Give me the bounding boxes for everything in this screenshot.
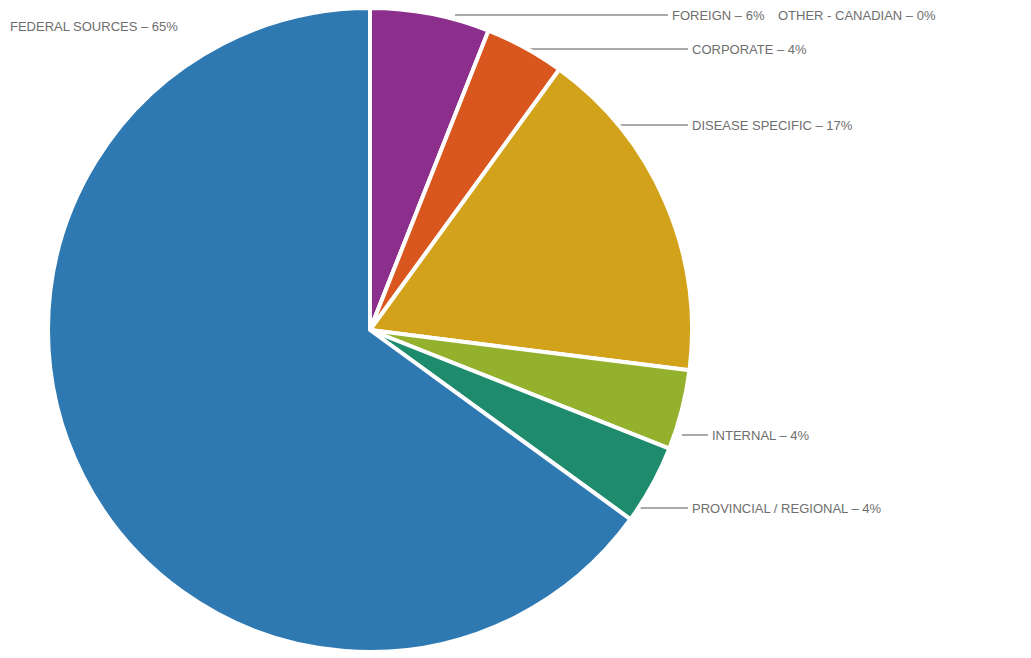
svg-text:FEDERAL SOURCES – 65%: FEDERAL SOURCES – 65%	[10, 19, 178, 34]
svg-text:CORPORATE – 4%: CORPORATE – 4%	[692, 42, 807, 57]
svg-text:OTHER - CANADIAN – 0%: OTHER - CANADIAN – 0%	[778, 8, 936, 23]
svg-text:INTERNAL – 4%: INTERNAL – 4%	[712, 428, 809, 443]
svg-text:FOREIGN – 6%: FOREIGN – 6%	[672, 8, 765, 23]
svg-text:PROVINCIAL / REGIONAL – 4%: PROVINCIAL / REGIONAL – 4%	[692, 501, 881, 516]
svg-text:DISEASE SPECIFIC – 17%: DISEASE SPECIFIC – 17%	[692, 118, 853, 133]
